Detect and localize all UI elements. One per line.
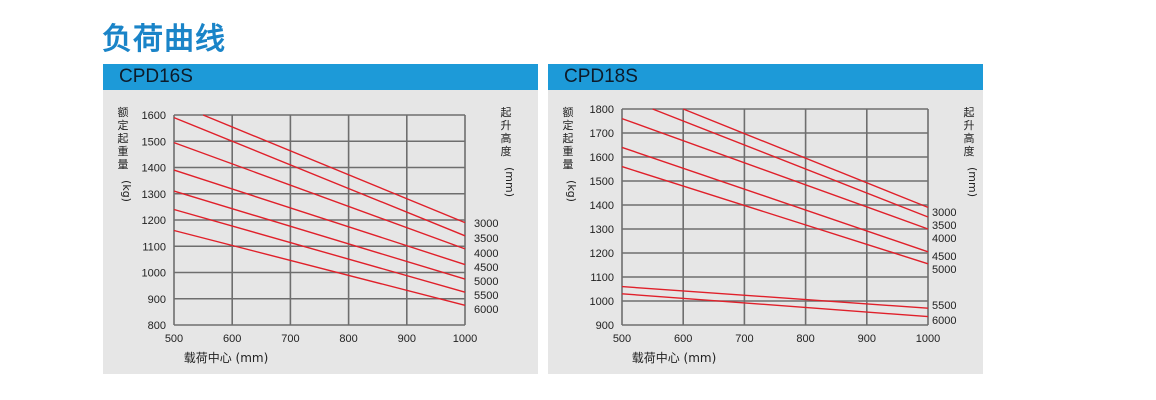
series-label: 3500	[932, 220, 956, 232]
chart-header: CPD16S	[103, 64, 538, 90]
x-tick-label: 500	[613, 333, 631, 345]
y2-axis-label: (mm)	[503, 167, 516, 197]
series-line-5000	[173, 190, 466, 280]
y-tick-label: 1700	[590, 128, 614, 140]
y2-axis-label: 起	[501, 106, 512, 119]
chart-header: CPD18S	[548, 64, 983, 90]
y-tick-label: 1800	[590, 104, 614, 116]
y2-axis-label: (mm)	[966, 167, 979, 197]
y-axis-label: 额	[118, 106, 129, 119]
chart-panel-cpd16s: CPD16S 800 900 1000 1100 1200 1300 1400 1500 160…	[103, 64, 538, 374]
plot-area	[622, 109, 928, 325]
y-tick-label: 1200	[142, 215, 166, 227]
y-axis-label: (kg)	[565, 180, 578, 202]
x-axis-label: 载荷中心 (mm)	[632, 350, 717, 365]
y-axis-label: 量	[118, 158, 129, 171]
y-tick-label: 1400	[142, 163, 166, 175]
chart-title: CPD18S	[564, 66, 638, 87]
y-axis-label: 重	[118, 144, 129, 158]
series-line-4500	[173, 169, 466, 266]
y-tick-label: 800	[148, 320, 166, 332]
series-label: 4000	[474, 248, 498, 260]
series-line-3000	[682, 108, 929, 209]
y-tick-label: 1100	[142, 241, 166, 253]
series-label: 3000	[932, 207, 956, 219]
series-label: 4500	[932, 251, 956, 263]
y2-axis-label: 升	[964, 119, 975, 132]
series-label: 3500	[474, 233, 498, 245]
series-label: 6000	[474, 304, 498, 316]
series-label: 6000	[932, 315, 956, 327]
series-label: 3000	[474, 218, 498, 230]
y2-axis-label: 起	[964, 106, 975, 119]
series-label: 5500	[474, 290, 498, 302]
series-label: 5500	[932, 300, 956, 312]
x-tick-label: 800	[339, 333, 357, 345]
y2-axis-label: 高	[501, 131, 512, 145]
y2-axis-label: 度	[964, 144, 975, 158]
series-line-5500	[173, 208, 466, 293]
x-axis-label: 载荷中心 (mm)	[184, 350, 269, 365]
series-line-3500	[652, 108, 929, 218]
x-tick-label: 600	[674, 333, 692, 345]
page-title: 负荷曲线	[102, 22, 226, 57]
y-tick-label: 1200	[590, 248, 614, 260]
y-tick-label: 1000	[142, 268, 166, 280]
series-label: 4500	[474, 262, 498, 274]
series-line-3500	[173, 116, 466, 237]
y-tick-label: 900	[596, 320, 614, 332]
load-chart-cpd18s: 900 1000 1100 1200 1300 1400 1500 1600 1700 1800 5…	[563, 104, 980, 365]
x-tick-label: 900	[398, 333, 416, 345]
y2-axis-label: 升	[501, 119, 512, 132]
y-tick-label: 1300	[590, 224, 614, 236]
x-tick-label: 800	[796, 333, 814, 345]
x-tick-label: 700	[281, 333, 299, 345]
x-tick-label: 600	[223, 333, 241, 345]
y-axis-label: (kg)	[120, 180, 133, 202]
y-tick-label: 900	[148, 294, 166, 306]
series-line-6000	[621, 293, 929, 318]
series-line-4000	[173, 141, 466, 250]
y-axis-label: 重	[563, 144, 574, 158]
y-axis-label: 起	[118, 132, 129, 145]
y-axis-label: 量	[563, 158, 574, 171]
load-chart-cpd16s: 800 900 1000 1100 1200 1300 1400 1500 1600 500 600…	[118, 106, 517, 365]
y-tick-label: 1300	[142, 189, 166, 201]
series-label: 4000	[932, 233, 956, 245]
y2-axis-label: 度	[501, 144, 512, 158]
series-line-4000	[621, 117, 929, 230]
x-tick-label: 1000	[916, 333, 940, 345]
x-tick-label: 900	[858, 333, 876, 345]
y-tick-label: 1400	[590, 200, 614, 212]
x-tick-label: 500	[165, 333, 183, 345]
y-tick-label: 1100	[590, 272, 614, 284]
series-line-5000	[621, 165, 929, 265]
series-line-5500	[621, 285, 929, 309]
y-axis-label: 定	[118, 118, 129, 132]
chart-panel-cpd18s: CPD18S 900 1000 1100 1200 1300 1400 1500 1600 17…	[548, 64, 983, 374]
y-axis-label: 起	[563, 132, 574, 145]
x-tick-label: 700	[735, 333, 753, 345]
y-axis-label: 定	[563, 118, 574, 132]
series-line-3000	[202, 114, 466, 224]
y-tick-label: 1600	[142, 110, 166, 122]
series-line-6000	[173, 229, 466, 306]
y2-axis-label: 高	[964, 131, 975, 145]
y-tick-label: 1000	[590, 296, 614, 308]
x-tick-label: 1000	[453, 333, 477, 345]
y-axis-label: 额	[563, 106, 574, 119]
y-tick-label: 1600	[590, 152, 614, 164]
y-tick-label: 1500	[590, 176, 614, 188]
series-label: 5000	[932, 264, 956, 276]
series-line-4500	[621, 146, 929, 253]
y-tick-label: 1500	[142, 136, 166, 148]
series-label: 5000	[474, 276, 498, 288]
chart-title: CPD16S	[119, 66, 193, 87]
